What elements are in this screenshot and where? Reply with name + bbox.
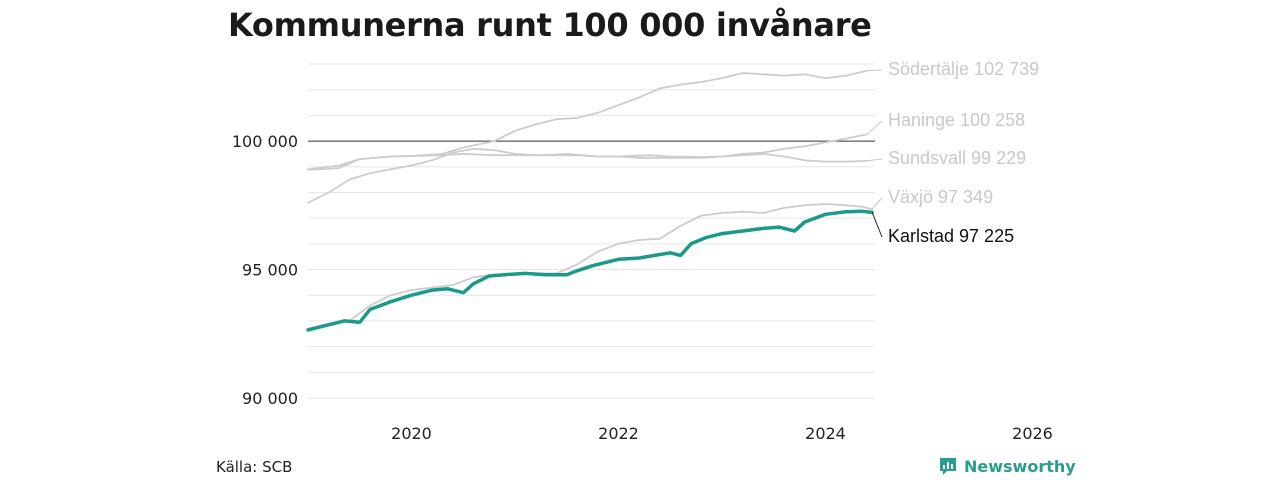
series-line-södertälje	[307, 69, 868, 171]
x-tick-label: 2022	[598, 424, 639, 443]
leader-line	[871, 212, 883, 238]
x-axis: 2020 2022 2024 2026	[391, 424, 1053, 443]
newsworthy-logo-icon	[940, 458, 956, 475]
brand-name: Newsworthy	[964, 456, 1076, 476]
gridlines	[308, 63, 875, 399]
y-axis: 90 000 95 000 100 000	[232, 132, 298, 408]
series-lines	[306, 69, 874, 332]
leader-line	[866, 158, 883, 162]
brand-logo[interactable]: Newsworthy	[938, 456, 1076, 476]
series-line-karlstad	[306, 209, 874, 332]
series-line-växjö	[307, 203, 873, 330]
x-tick-label: 2026	[1012, 424, 1053, 443]
series-end-label: Karlstad 97 225	[888, 226, 1014, 246]
y-tick-label: 95 000	[242, 261, 298, 280]
series-end-labels: Södertälje 102 739 Haninge 100 258 Sundsva…	[866, 59, 1039, 246]
x-tick-label: 2020	[391, 424, 432, 443]
y-tick-label: 90 000	[242, 389, 298, 408]
series-line-sundsvall	[307, 153, 868, 171]
series-end-label: Växjö 97 349	[888, 187, 993, 207]
series-end-label: Haninge 100 258	[888, 110, 1025, 130]
x-tick-label: 2024	[805, 424, 846, 443]
source-note: Källa: SCB	[216, 458, 293, 476]
leader-line	[866, 120, 883, 135]
chart-title: Kommunerna runt 100 000 invånare	[228, 6, 872, 44]
leader-line	[871, 197, 883, 210]
series-end-label: Södertälje 102 739	[888, 59, 1039, 79]
leader-line	[866, 69, 883, 72]
y-tick-label: 100 000	[232, 132, 298, 151]
series-end-label: Sundsvall 99 229	[888, 148, 1026, 168]
